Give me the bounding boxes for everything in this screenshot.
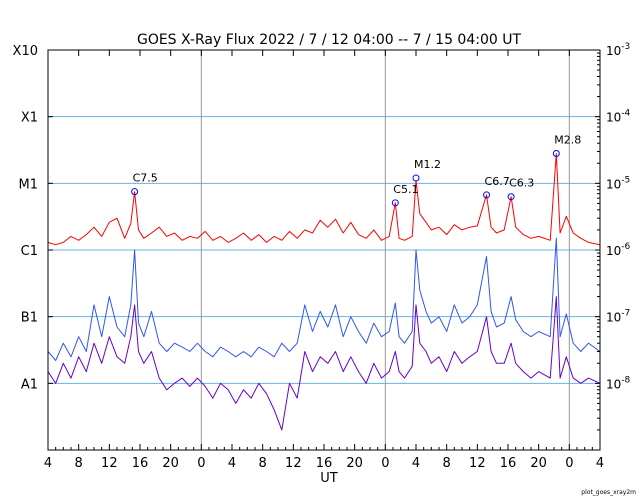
- flare-marker: [483, 191, 491, 199]
- flare-marker: [391, 199, 399, 207]
- y-tick-label-right: 10-5: [606, 175, 630, 191]
- y-tick-label-left: X10: [13, 44, 38, 59]
- short-channel-series-2: [47, 296, 601, 431]
- y-tick-label-left: C1: [21, 244, 38, 259]
- x-tick-label: 20: [530, 456, 547, 471]
- x-tick-label: 0: [381, 456, 389, 471]
- y-tick-label-left: M1: [19, 177, 39, 192]
- flare-marker: [131, 188, 139, 196]
- x-tick-label: 12: [469, 456, 486, 471]
- x-tick-label: 16: [316, 456, 333, 471]
- flare-label: C5.1: [393, 183, 418, 196]
- flare-marker: [552, 150, 560, 158]
- x-tick-label: 4: [228, 456, 236, 471]
- flare-label: M2.8: [554, 134, 581, 147]
- y-tick-label-right: 10-7: [606, 309, 630, 325]
- flare-label: C6.3: [509, 177, 534, 190]
- marker-layer: C7.5 C5.1 M1.2 C6.7 C6.3 M2.8: [131, 134, 581, 207]
- x-tick-label: 16: [132, 456, 149, 471]
- x-tick-label: 4: [44, 456, 52, 471]
- footer-label: plot_goes_xray2m: [581, 489, 636, 496]
- y-tick-label-left: B1: [21, 311, 38, 326]
- flare-label: C7.5: [133, 172, 158, 185]
- long-channel-series: [47, 153, 601, 246]
- y-tick-label-right: 10-8: [606, 375, 631, 391]
- x-tick-label: 8: [443, 456, 451, 471]
- series-layer: [47, 153, 601, 431]
- flare-marker: [412, 174, 420, 182]
- x-axis-label: UT: [320, 471, 338, 486]
- x-tick-label: 4: [596, 456, 604, 471]
- x-tick-label: 4: [412, 456, 420, 471]
- x-tick-label: 20: [162, 456, 179, 471]
- y-tick-label-right: 10-6: [606, 242, 631, 258]
- short-channel-series: [47, 237, 601, 361]
- flare-label: C6.7: [485, 175, 510, 188]
- y-tick-label-right: 10-4: [606, 109, 631, 125]
- x-tick-label: 12: [285, 456, 302, 471]
- flare-marker: [507, 193, 515, 201]
- y-tick-label-left: X1: [21, 111, 38, 126]
- chart-title: GOES X-Ray Flux 2022 / 7 / 12 04:00 -- 7…: [137, 32, 521, 48]
- x-tick-label: 0: [565, 456, 573, 471]
- x-tick-label: 8: [259, 456, 267, 471]
- grid-layer: [48, 50, 600, 450]
- axis-layer: X10 X1 M1 C1 B1 A1 10-3 10-4 10-5 10-6 10-7 10-8 4 8 1…: [13, 42, 631, 471]
- x-tick-label: 0: [197, 456, 205, 471]
- x-tick-label: 16: [500, 456, 517, 471]
- y-tick-label-left: A1: [21, 377, 38, 392]
- flare-label: M1.2: [414, 158, 441, 171]
- x-tick-label: 12: [101, 456, 118, 471]
- y-tick-label-right: 10-3: [606, 42, 630, 58]
- x-tick-label: 20: [346, 456, 363, 471]
- x-tick-label: 8: [75, 456, 83, 471]
